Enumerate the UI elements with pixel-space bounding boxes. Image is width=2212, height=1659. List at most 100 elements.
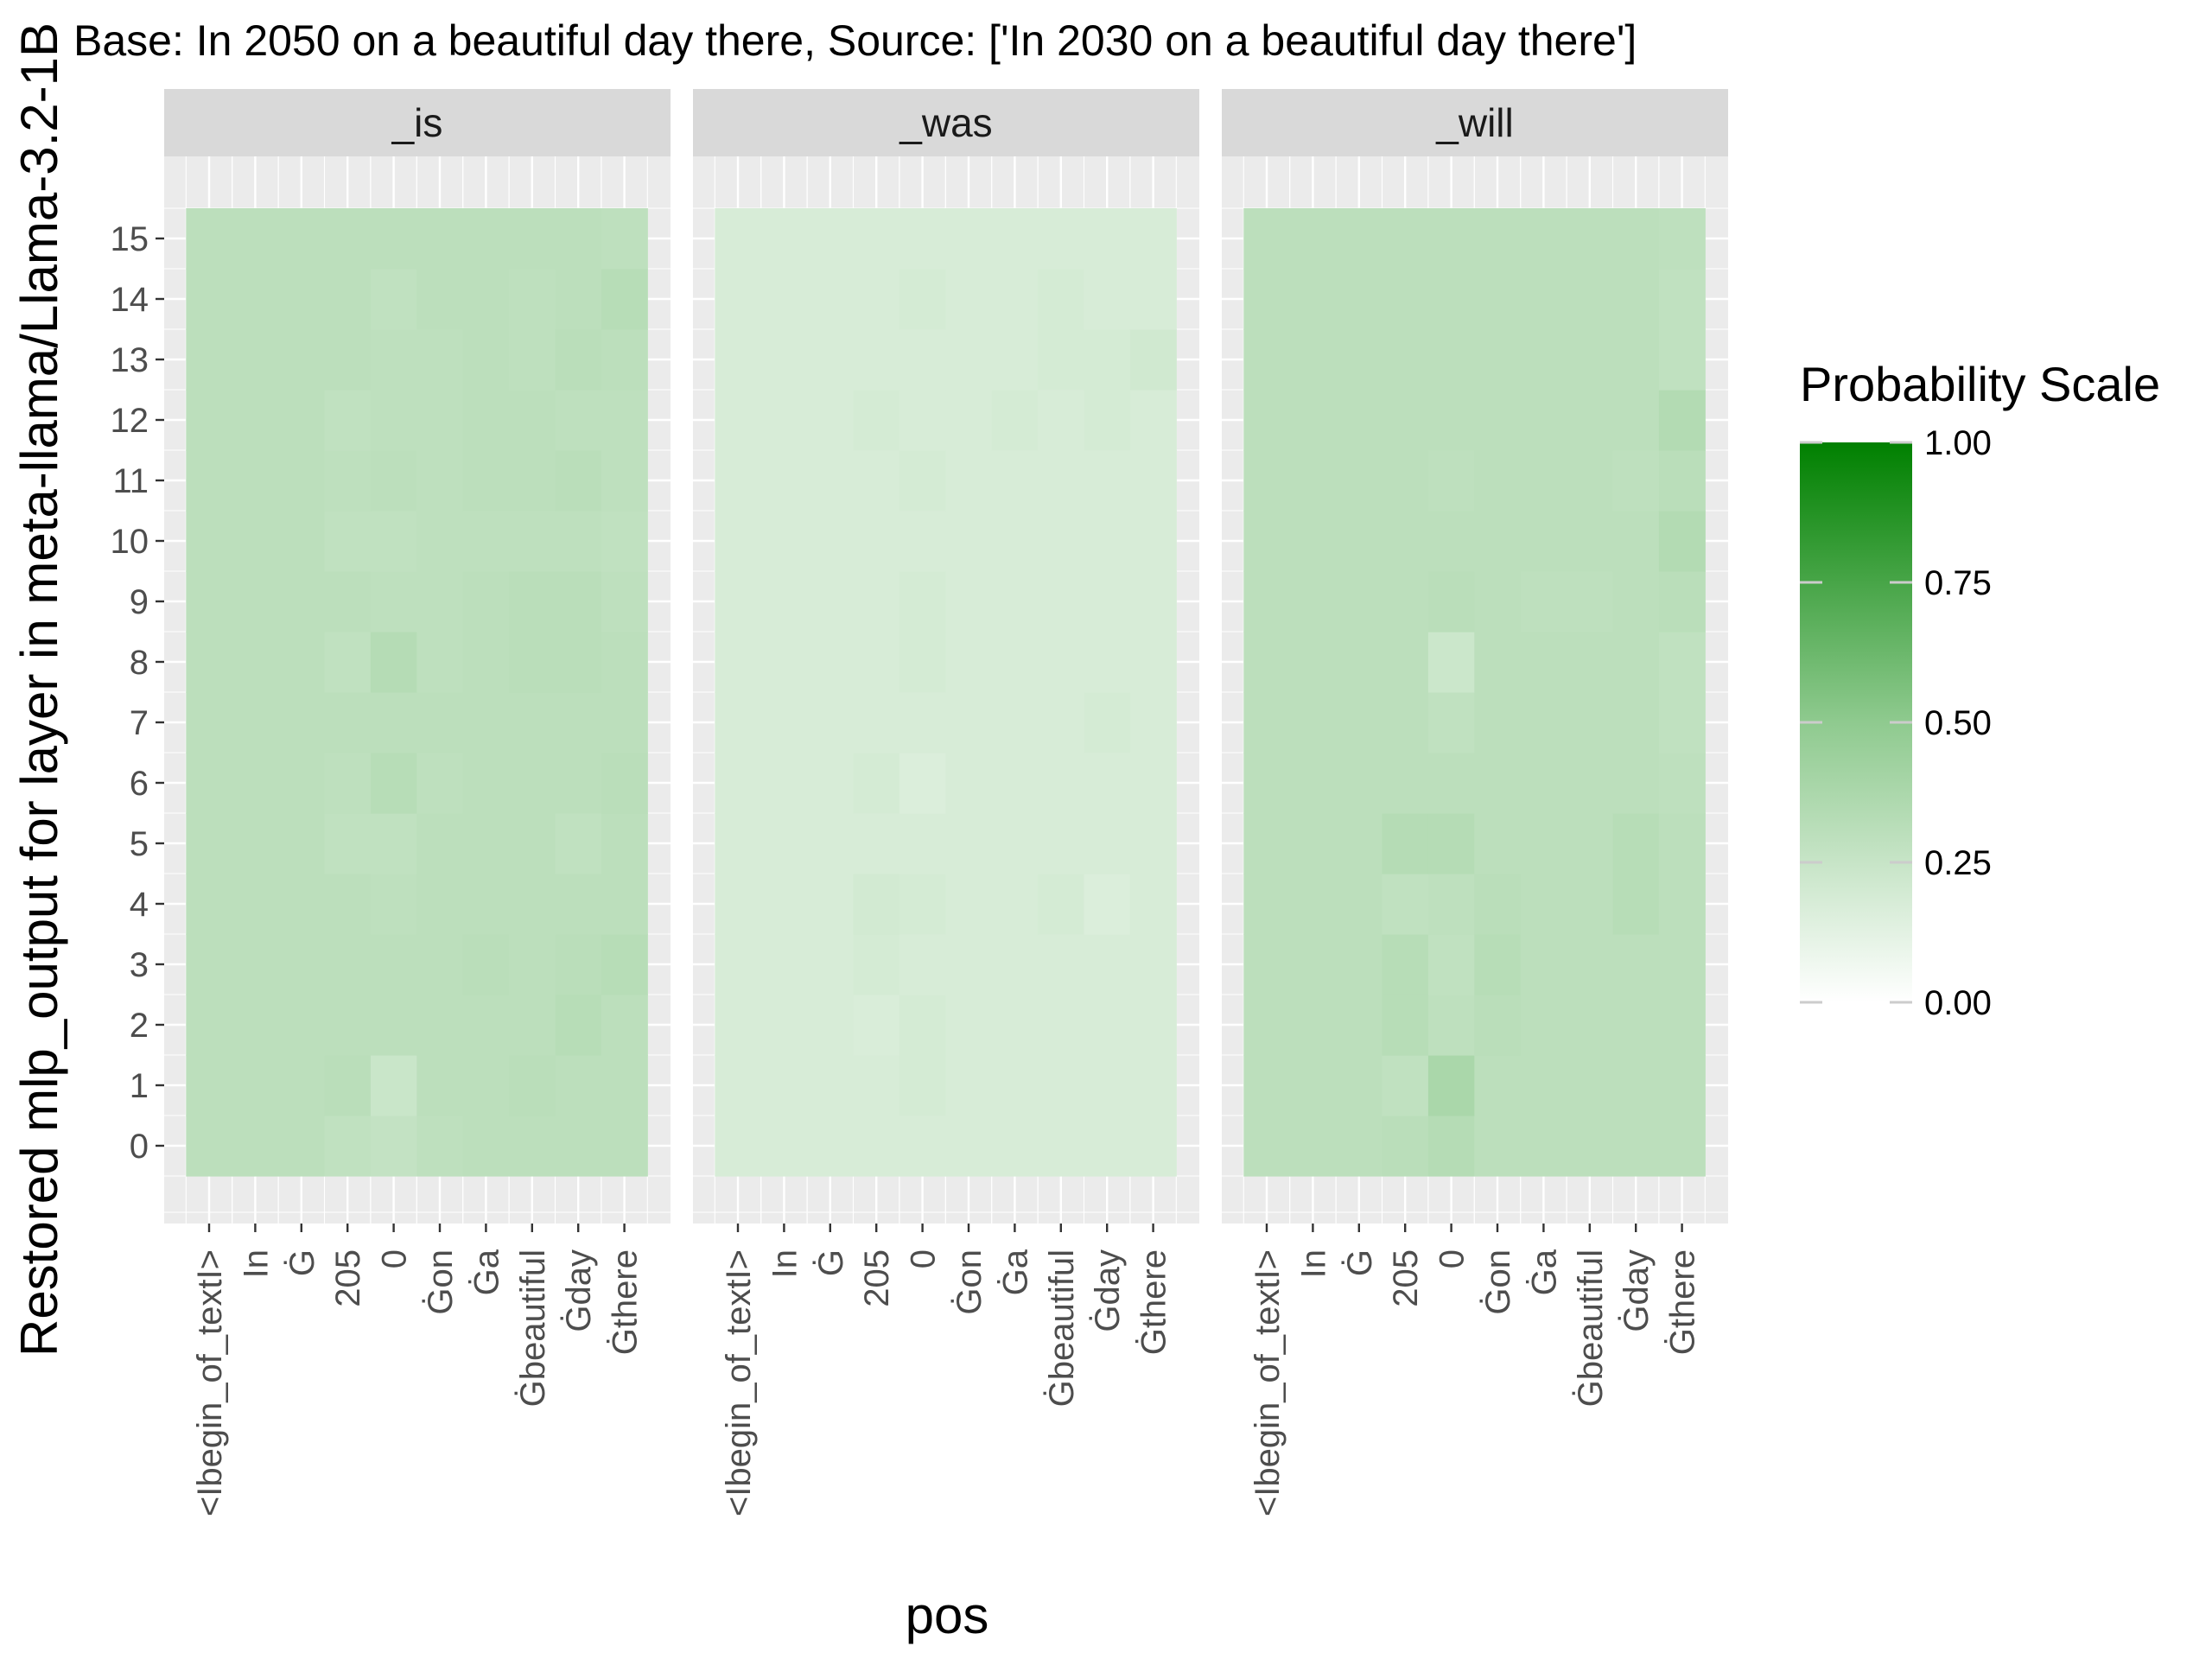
heatmap-cell	[1382, 995, 1429, 1056]
heatmap-cell	[1520, 692, 1567, 753]
heatmap-cell	[853, 934, 900, 995]
heatmap-cell	[509, 813, 556, 874]
x-tick-label: In	[237, 1249, 275, 1278]
heatmap-cell	[1520, 995, 1567, 1056]
heatmap-cell	[1084, 208, 1131, 270]
heatmap-cell	[715, 1116, 762, 1177]
heatmap-cell	[509, 329, 556, 391]
heatmap-cell	[555, 511, 602, 572]
heatmap-cell	[462, 450, 510, 512]
heatmap-cell	[760, 632, 808, 693]
heatmap-cell	[186, 269, 233, 330]
heatmap-cell	[278, 450, 326, 512]
heatmap-cell	[416, 390, 464, 451]
x-tick-label: Ġbeautiful	[1042, 1249, 1081, 1407]
heatmap-cell	[1243, 329, 1291, 391]
heatmap-cell	[899, 511, 946, 572]
heatmap-cell	[186, 813, 233, 874]
heatmap-cell	[991, 692, 1039, 753]
heatmap-cell	[1567, 632, 1614, 693]
heatmap-cell	[807, 813, 855, 874]
heatmap-cell	[601, 874, 648, 935]
heatmap-cell	[1382, 632, 1429, 693]
heatmap-cell	[1427, 813, 1475, 874]
heatmap-cell	[715, 571, 762, 632]
heatmap-cell	[899, 450, 946, 512]
heatmap-cell	[760, 208, 808, 270]
heatmap-cell	[1038, 1116, 1085, 1177]
heatmap-cell	[324, 692, 372, 753]
heatmap-cell	[760, 329, 808, 391]
heatmap-cell	[601, 1055, 648, 1116]
heatmap-cell	[1382, 450, 1429, 512]
heatmap-cell	[232, 390, 279, 451]
heatmap-cell	[232, 874, 279, 935]
heatmap-cell	[807, 1116, 855, 1177]
heatmap-cell	[1612, 511, 1660, 572]
heatmap-cell	[1612, 571, 1660, 632]
heatmap-cell	[416, 753, 464, 814]
facet-panel-is: _is <Ibegin_of_textI> In Ġ 205 0 Ġon Ġa Ġbeautif…	[164, 89, 671, 1516]
heatmap-cell	[1612, 1116, 1660, 1177]
heatmap-cell	[945, 390, 993, 451]
heatmap-cell	[324, 571, 372, 632]
heatmap-cell	[1567, 874, 1614, 935]
heatmap-cell	[462, 874, 510, 935]
heatmap-cell	[1382, 753, 1429, 814]
heatmap-cell	[462, 511, 510, 572]
heatmap-cell	[1084, 329, 1131, 391]
heatmap-cell	[509, 1116, 556, 1177]
heatmap-cell	[1129, 329, 1177, 391]
heatmap-cell	[1243, 995, 1291, 1056]
heatmap-cell	[1336, 632, 1383, 693]
heatmap-tiles	[186, 208, 648, 1177]
heatmap-cell	[1520, 208, 1567, 270]
heatmap-cell	[1336, 995, 1383, 1056]
heatmap-cell	[462, 813, 510, 874]
heatmap-cell	[509, 511, 556, 572]
x-tick-label: Ġday	[1617, 1249, 1656, 1332]
heatmap-cell	[1289, 995, 1337, 1056]
heatmap-cell	[853, 329, 900, 391]
heatmap-cell	[853, 390, 900, 451]
facet-strip-label: _was	[899, 100, 992, 145]
heatmap-cell	[1567, 450, 1614, 512]
heatmap-cell	[232, 511, 279, 572]
heatmap-cell	[416, 1055, 464, 1116]
heatmap-cell	[1658, 450, 1706, 512]
heatmap-cell	[1084, 813, 1131, 874]
heatmap-cell	[324, 995, 372, 1056]
heatmap-cell	[1289, 390, 1337, 451]
heatmap-cell	[416, 813, 464, 874]
x-tick-label: Ġday	[1088, 1249, 1127, 1332]
heatmap-cell	[1612, 692, 1660, 753]
heatmap-cell	[760, 571, 808, 632]
heatmap-cell	[1658, 571, 1706, 632]
heatmap-cell	[1612, 390, 1660, 451]
heatmap-cell	[1289, 632, 1337, 693]
y-tick-label: 7	[130, 704, 149, 742]
heatmap-cell	[278, 1055, 326, 1116]
heatmap-cell	[1474, 1116, 1522, 1177]
heatmap-cell	[715, 995, 762, 1056]
heatmap-cell	[186, 692, 233, 753]
heatmap-cell	[1129, 692, 1177, 753]
heatmap-cell	[1658, 390, 1706, 451]
chart-title: Base: In 2050 on a beautiful day there, …	[73, 16, 1637, 65]
heatmap-cell	[1427, 208, 1475, 270]
y-tick-label: 10	[111, 523, 149, 561]
heatmap-cell	[899, 1116, 946, 1177]
heatmap-cell	[1336, 511, 1383, 572]
heatmap-cell	[186, 208, 233, 270]
heatmap-cell	[186, 390, 233, 451]
heatmap-cell	[416, 692, 464, 753]
heatmap-cell	[1427, 1055, 1475, 1116]
heatmap-cell	[1289, 329, 1337, 391]
x-tick-label: Ġa	[995, 1249, 1034, 1295]
heatmap-cell	[991, 813, 1039, 874]
heatmap-cell	[1336, 1055, 1383, 1116]
heatmap-cell	[324, 1055, 372, 1116]
heatmap-cell	[1567, 511, 1614, 572]
facet-panel-was: _was <Ibegin_of_textI> In Ġ 205 0 Ġon Ġa Ġbeauti…	[693, 89, 1199, 1516]
heatmap-cell	[807, 1055, 855, 1116]
